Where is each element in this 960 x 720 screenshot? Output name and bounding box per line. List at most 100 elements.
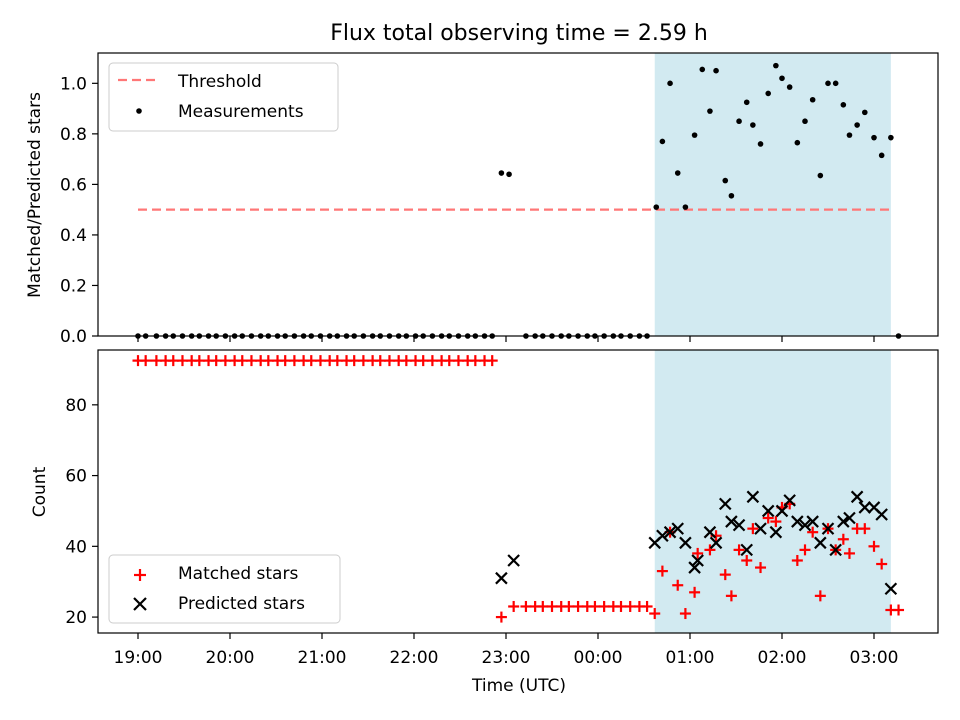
measurement-point	[667, 80, 673, 87]
measurement-point	[707, 108, 713, 114]
matched-star-marker	[314, 355, 326, 367]
measurement-point	[691, 132, 698, 138]
y-tick-label: 1.0	[60, 74, 87, 94]
measurement-point	[506, 171, 512, 178]
measurement-point	[794, 139, 801, 146]
matched-star-marker	[807, 526, 819, 538]
top-y-ticks: 0.0 0.2 0.4 0.6 0.8 1.0	[60, 74, 98, 347]
predicted-star-marker	[806, 515, 819, 528]
predicted-star-marker	[732, 518, 746, 532]
predicted-star-marker	[769, 525, 783, 539]
predicted-star-marker	[495, 571, 508, 585]
predicted-star-marker	[725, 515, 738, 528]
matched-star-marker	[537, 600, 549, 612]
predicted-star-marker	[775, 504, 789, 518]
measurement-point	[862, 109, 868, 116]
legend-predicted-swatch	[133, 597, 147, 611]
matched-star-marker	[288, 355, 300, 367]
measurement-point	[786, 84, 793, 90]
bottom-y-axis-label: Count	[30, 466, 50, 517]
matched-star-marker	[305, 355, 317, 367]
predicted-star-marker	[740, 543, 754, 557]
matched-star-marker	[210, 355, 222, 367]
measurement-point	[773, 62, 779, 69]
matched-star-marker	[704, 544, 716, 556]
legend-predicted-label: Predicted stars	[178, 594, 305, 614]
measurement-point	[846, 132, 853, 138]
x-tick-label: 01:00	[666, 648, 715, 668]
measurement-point	[802, 118, 808, 125]
predicted-star-marker	[850, 490, 864, 504]
bottom-highlight-span	[654, 350, 891, 633]
matched-star-marker	[469, 355, 481, 367]
predicted-star-marker	[754, 522, 767, 535]
measurement-point	[674, 170, 681, 176]
matched-star-marker	[741, 554, 753, 566]
measurement-point	[832, 80, 839, 87]
matched-star-marker	[236, 355, 248, 367]
x-tick-label: 02:00	[758, 648, 807, 668]
measurement-point	[779, 75, 785, 82]
matched-star-marker	[692, 547, 704, 559]
matched-star-marker	[417, 355, 429, 367]
predicted-star-marker	[691, 554, 704, 567]
measurement-point	[757, 141, 764, 147]
measurement-point	[736, 118, 742, 125]
matched-star-marker	[262, 355, 274, 367]
predicted-star-marker	[718, 497, 732, 511]
measurement-point	[878, 152, 885, 159]
matched-star-marker	[219, 355, 231, 367]
y-tick-label: 0.8	[60, 125, 87, 145]
x-tick-label: 00:00	[574, 648, 623, 668]
matched-star-marker	[486, 355, 498, 367]
matched-star-marker	[837, 533, 849, 545]
measurement-point	[854, 122, 860, 128]
matched-star-marker	[893, 604, 905, 616]
matched-star-marker	[725, 590, 737, 602]
measurement-point	[817, 172, 824, 179]
bottom-y-ticks: 20 40 60 80	[65, 396, 98, 628]
matched-star-marker	[615, 600, 627, 612]
bottom-legend: Matched stars Predicted stars	[108, 554, 341, 624]
top-panel: 0.0 0.2 0.4 0.6 0.8 1.0 Matched/Predicted sta…	[25, 52, 939, 347]
matched-star-marker	[357, 355, 369, 367]
matched-star-marker	[672, 579, 684, 591]
matched-star-marker	[563, 600, 575, 612]
predicted-star-marker	[679, 536, 692, 550]
matched-star-marker	[755, 562, 767, 574]
predicted-star-marker	[875, 508, 888, 521]
bottom-x-ticks: 19:00 20:00 21:00 22:00 23:00 00:00 01:00 02:00…	[114, 633, 899, 668]
matched-star-marker	[572, 600, 584, 612]
matched-star-marker	[452, 355, 464, 367]
top-x-ticks	[137, 336, 875, 342]
y-tick-label: 0.0	[60, 327, 87, 347]
matched-star-marker	[641, 600, 653, 612]
x-axis-label: Time (UTC)	[471, 676, 566, 696]
predicted-star-marker	[688, 561, 701, 574]
matched-star-marker	[649, 608, 661, 620]
predicted-star-marker	[821, 522, 835, 535]
measurement-point	[728, 192, 735, 199]
predicted-star-marker	[814, 536, 827, 550]
matched-star-marker	[348, 355, 360, 367]
matched-star-marker	[770, 516, 782, 528]
y-tick-label: 40	[65, 537, 87, 557]
x-tick-label: 22:00	[390, 648, 439, 668]
predicted-star-marker	[791, 515, 804, 528]
matched-star-marker	[383, 355, 395, 367]
matched-star-marker	[876, 558, 888, 570]
matched-star-marker	[508, 600, 520, 612]
matched-star-marker	[679, 608, 691, 620]
matched-star-marker	[859, 523, 871, 535]
matched-star-marker	[598, 600, 610, 612]
predicted-star-marker	[858, 501, 872, 514]
top-highlight-span	[654, 53, 891, 336]
measurement-point	[682, 204, 689, 210]
predicted-star-marker	[709, 536, 723, 550]
predicted-star-marker	[761, 504, 775, 518]
matched-star-marker	[167, 355, 179, 367]
bottom-panel: 20 40 60 80 19:00 20:00 21:00 22:00 23:00 00:00 0…	[30, 349, 939, 696]
bottom-axes-frame	[97, 349, 939, 634]
matched-star-marker	[762, 512, 774, 524]
